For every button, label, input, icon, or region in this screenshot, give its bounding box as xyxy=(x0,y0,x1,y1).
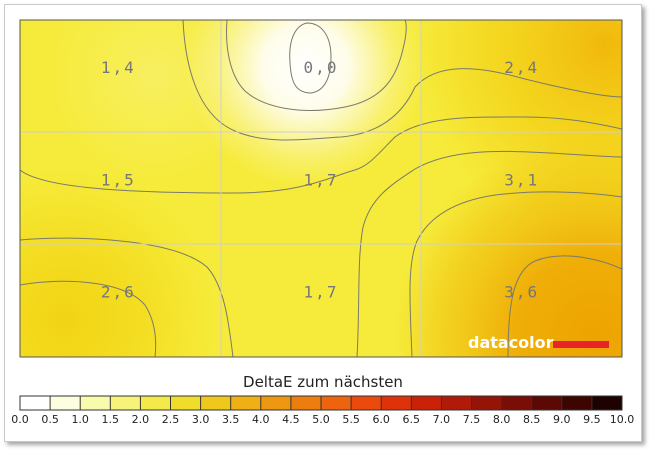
color-scale-legend: 0.0 0.5 1.0 1.5 2.0 2.5 3.0 3.5 4.0 4.5 5.0 5.5 6.0 6… xyxy=(11,395,635,426)
legend-swatch-1 xyxy=(50,396,81,410)
cell-value-r1-c2: 3,1 xyxy=(504,170,539,189)
legend-swatch-17 xyxy=(531,396,563,410)
cell-value-r2-c0: 2,6 xyxy=(101,283,136,302)
legend-swatch-19 xyxy=(591,396,623,410)
legend-tick-label-9: 4.5 xyxy=(282,413,300,426)
legend-tick-label-0: 0.0 xyxy=(11,413,29,426)
plot-border xyxy=(19,19,623,358)
legend-swatch-8 xyxy=(260,396,292,410)
cell-value-r1-c0: 1,5 xyxy=(101,170,136,189)
legend-tick-label-7: 3.5 xyxy=(222,413,240,426)
cell-value-r0-c1: 0,0 xyxy=(304,58,339,77)
cell-value-r1-c1: 1,7 xyxy=(304,170,339,189)
legend-swatch-5 xyxy=(170,396,201,410)
legend-tick-label-19: 9.5 xyxy=(583,413,601,426)
legend-title: DeltaE zum nächsten xyxy=(243,373,403,391)
legend-tick-label-12: 6.0 xyxy=(372,413,390,426)
legend-tick-label-20: 10.0 xyxy=(610,413,635,426)
cell-value-r0-c0: 1,4 xyxy=(101,58,136,77)
legend-swatch-3 xyxy=(110,396,141,410)
legend-swatch-9 xyxy=(290,396,322,410)
legend-swatch-18 xyxy=(561,396,593,410)
legend-swatch-10 xyxy=(321,396,352,410)
brand-text: datacolor xyxy=(468,333,554,352)
legend-swatch-15 xyxy=(471,396,502,410)
legend-tick-label-14: 7.0 xyxy=(433,413,451,426)
legend-tick-label-13: 6.5 xyxy=(403,413,421,426)
legend-tick-label-11: 5.5 xyxy=(342,413,360,426)
legend-tick-label-18: 9.0 xyxy=(553,413,571,426)
legend-tick-label-8: 4.0 xyxy=(252,413,270,426)
deltae-heatmap-chart: 1,4 0,0 2,4 1,5 1,7 3,1 2,6 1,7 3,6 datacolor De… xyxy=(11,19,635,426)
legend-tick-label-6: 3.0 xyxy=(192,413,210,426)
legend-tick-label-5: 2.5 xyxy=(162,413,180,426)
legend-tick-label-16: 8.0 xyxy=(493,413,511,426)
legend-tick-label-1: 0.5 xyxy=(41,413,59,426)
chart-frame: 1,4 0,0 2,4 1,5 1,7 3,1 2,6 1,7 3,6 datacolor De… xyxy=(4,4,642,442)
datacolor-logo: datacolor xyxy=(468,333,609,352)
cell-value-labels: 1,4 0,0 2,4 1,5 1,7 3,1 2,6 1,7 3,6 xyxy=(101,58,539,302)
legend-tick-label-2: 1.0 xyxy=(71,413,89,426)
legend-tick-label-10: 5.0 xyxy=(312,413,330,426)
brand-accent-bar xyxy=(553,341,609,348)
legend-swatch-12 xyxy=(381,396,412,410)
cell-value-r0-c2: 2,4 xyxy=(504,58,539,77)
legend-swatch-0 xyxy=(20,396,51,410)
legend-swatch-14 xyxy=(441,396,472,410)
legend-tick-label-3: 1.5 xyxy=(102,413,120,426)
legend-swatch-6 xyxy=(200,396,231,410)
legend-swatch-4 xyxy=(140,396,171,410)
contour-lines xyxy=(20,20,622,357)
cell-value-r2-c2: 3,6 xyxy=(504,283,539,302)
legend-tick-label-17: 8.5 xyxy=(523,413,541,426)
legend-swatch-16 xyxy=(501,396,532,410)
legend-swatch-2 xyxy=(80,396,111,410)
legend-swatch-11 xyxy=(351,396,382,410)
grid-lines xyxy=(20,20,622,357)
cell-value-r2-c1: 1,7 xyxy=(304,283,339,302)
legend-tick-label-15: 7.5 xyxy=(463,413,481,426)
heatmap-plot-area xyxy=(20,20,622,357)
legend-swatch-13 xyxy=(411,396,442,410)
legend-swatch-7 xyxy=(230,396,262,410)
legend-tick-label-4: 2.0 xyxy=(132,413,150,426)
